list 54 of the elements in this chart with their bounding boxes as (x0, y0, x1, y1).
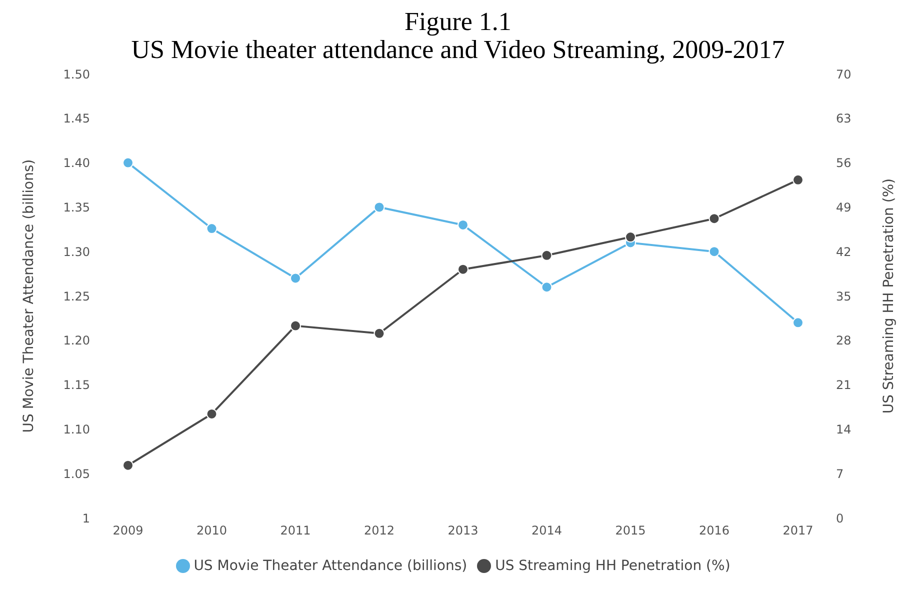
x-tick-label: 2016 (698, 524, 730, 538)
point (122, 460, 134, 471)
point (122, 157, 134, 168)
y-tick-label: 1.45 (63, 112, 90, 126)
y2-tick-label: 56 (836, 156, 852, 170)
y-tick-label: 1.25 (63, 289, 90, 304)
y2-tick-label: 7 (836, 466, 844, 481)
y-tick-label: 1.50 (63, 67, 90, 82)
x-tick-label: 2012 (364, 524, 395, 538)
y-tick-label: 1.30 (63, 244, 90, 259)
point (458, 219, 468, 230)
y-tick-label: 1.40 (63, 156, 90, 170)
y2-tick-label: 28 (836, 334, 852, 348)
y2-tick-label: 21 (836, 378, 852, 392)
point (792, 174, 804, 186)
x-tick-label: 2015 (615, 524, 646, 538)
y-tick-label: 1.05 (63, 466, 90, 481)
point (708, 213, 720, 224)
point (541, 282, 552, 293)
x-tick-label: 2014 (531, 524, 562, 538)
point (290, 320, 301, 332)
point (374, 202, 385, 213)
point (206, 223, 218, 234)
y-tick-label: 1 (82, 511, 90, 526)
x-tick-label: 2011 (280, 524, 311, 538)
point (792, 317, 804, 328)
y2-tick-label: 63 (836, 112, 852, 126)
y-tick-label: 1.15 (63, 378, 90, 392)
y-tick-label: 1.20 (63, 334, 90, 348)
y-tick-label: 1.10 (63, 422, 90, 436)
point (458, 264, 468, 275)
x-tick-label: 2009 (112, 524, 144, 538)
x-tick-label: 2013 (448, 524, 478, 538)
point (290, 272, 301, 284)
y2-tick-label: 0 (836, 511, 844, 526)
point (374, 328, 385, 339)
y2-tick-label: 49 (836, 200, 852, 214)
y2-tick-label: 14 (836, 422, 852, 436)
x-tick-label: 2010 (196, 524, 228, 538)
point (206, 408, 218, 420)
y-axis-title: US Movie Theater Attendance (billions) (20, 159, 37, 433)
legend-label: US Streaming HH Penetration (%) (495, 558, 730, 574)
point (708, 246, 720, 258)
y2-axis-title: US Streaming HH Penetration (%) (880, 178, 897, 414)
y2-tick-label: 35 (836, 289, 852, 304)
point (541, 250, 552, 261)
legend-label: US Movie Theater Attendance (billions) (194, 558, 468, 574)
y2-tick-label: 42 (836, 244, 852, 259)
chart-subtitle: US Movie theater attendance and Video Streaming, 2009-2017 (130, 35, 786, 64)
point (625, 232, 636, 243)
x-tick-label: 2017 (782, 524, 814, 538)
chart-title: Figure 1.1 (404, 7, 512, 36)
y2-tick-label: 70 (836, 67, 852, 82)
y-tick-label: 1.35 (63, 200, 90, 214)
